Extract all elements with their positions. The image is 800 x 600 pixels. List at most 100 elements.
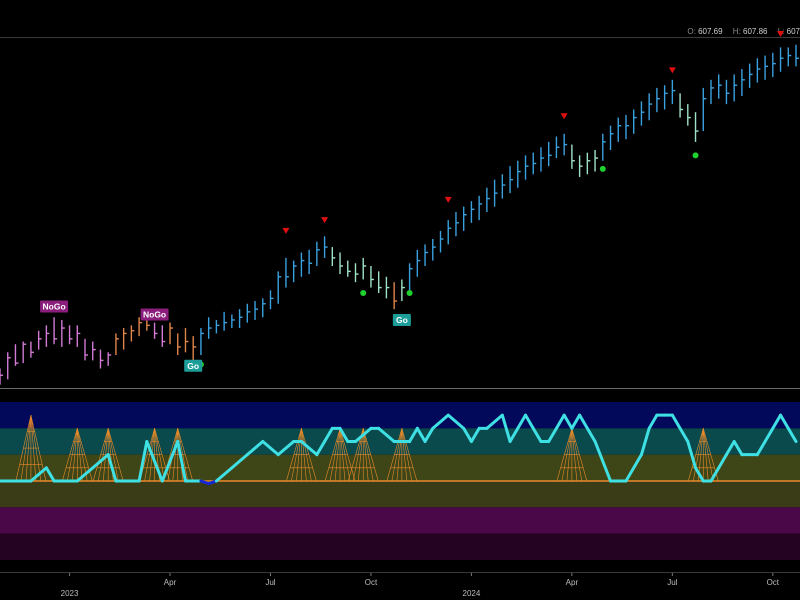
price-bar: [292, 260, 297, 283]
price-bar: [663, 85, 668, 110]
oscillator-line-segment: [276, 440, 296, 457]
price-bar: [462, 206, 467, 231]
open-value: 607.69: [698, 27, 723, 36]
oscillator-line-segment: [338, 426, 350, 443]
price-bar: [107, 352, 112, 366]
nogo-label: NoGo: [143, 310, 166, 320]
oscillator-line-segment: [763, 426, 775, 443]
go-continuation-dot: [599, 165, 606, 172]
oscillator-line-segment: [44, 466, 56, 483]
price-bar: [68, 325, 73, 345]
price-bar: [200, 328, 204, 356]
price-bar: [563, 133, 568, 156]
oscillator-line-segment: [508, 426, 520, 443]
oscillator-bump: [324, 428, 356, 482]
oscillator-line-segment: [694, 466, 705, 483]
oscillator-band: [0, 533, 800, 560]
price-bar: [439, 230, 444, 253]
oscillator-bump: [286, 428, 317, 482]
price-bar: [478, 195, 483, 221]
nogo-warning-triangle: [668, 67, 676, 74]
price-bar: [547, 141, 552, 167]
price-bar: [609, 125, 614, 150]
price-bar: [161, 325, 166, 347]
open-key: O:: [687, 27, 696, 36]
price-bar: [509, 166, 514, 194]
price-bar: [223, 311, 228, 331]
price-bar: [586, 152, 591, 175]
price-bar: [254, 301, 259, 320]
oscillator-line-segment: [377, 426, 396, 443]
go-continuation-dot: [360, 289, 367, 296]
oscillator-line-segment: [106, 453, 118, 483]
oscillator-line-segment: [647, 413, 659, 430]
price-bar: [184, 328, 189, 353]
oscillator-line-segment: [524, 413, 535, 430]
price-bar: [285, 257, 289, 288]
oscillator-line-segment: [709, 466, 721, 483]
price-bar: [14, 344, 19, 366]
oscillator-line-segment: [562, 413, 574, 430]
price-bar: [300, 252, 305, 277]
price-bar: [493, 179, 498, 207]
price-bar: [231, 314, 235, 329]
price-bar: [370, 265, 374, 288]
nogo-warning-triangle: [560, 113, 568, 120]
price-bar: [45, 325, 50, 347]
price-bar: [177, 333, 181, 356]
oscillator-line-segment: [531, 426, 543, 443]
oscillator-band: [0, 507, 800, 534]
oscillator-line-segment: [446, 413, 466, 430]
oscillator-line-segment: [137, 440, 149, 483]
oscillator-line-segment: [771, 413, 783, 430]
price-bar: [718, 74, 722, 99]
oscillator-bump: [386, 428, 418, 482]
oscillator-line-segment: [75, 466, 95, 483]
price-bar: [741, 69, 745, 97]
price-bar: [377, 271, 382, 293]
price-bar: [447, 220, 452, 245]
price-bar: [153, 322, 158, 339]
high-value: 607.86: [743, 27, 768, 36]
oscillator-line-segment: [670, 413, 682, 430]
nogo-label-box: [140, 308, 169, 321]
price-bar: [262, 298, 266, 318]
price-bar: [578, 155, 583, 177]
price-bar: [61, 319, 65, 347]
oscillator-line-segment: [786, 426, 798, 443]
x-tick-label: Apr: [566, 578, 579, 587]
price-bar: [540, 147, 544, 172]
oscillator-line-segment: [323, 426, 334, 443]
price-bar: [30, 341, 34, 358]
oscillator-line-segment: [408, 426, 419, 443]
price-bar: [486, 187, 490, 213]
price-bar: [130, 325, 135, 342]
price-bar: [656, 87, 660, 113]
price-bar: [215, 319, 220, 334]
price-bar: [246, 303, 251, 323]
price-bar: [339, 252, 344, 275]
price-bar: [517, 160, 521, 188]
oscillator-line-segment: [469, 426, 481, 443]
oscillator-line-segment: [353, 426, 373, 443]
oscillator-line-segment: [261, 440, 280, 457]
nogo-label: NoGo: [43, 302, 66, 312]
oscillator-line-segment: [462, 426, 473, 443]
price-bar: [694, 112, 699, 142]
x-tick-label: 2023: [61, 589, 79, 598]
price-bar: [115, 333, 119, 356]
price-bar: [687, 104, 691, 126]
price-bar: [625, 114, 629, 140]
go-label-box: [184, 359, 203, 372]
oscillator-line-segment: [245, 440, 265, 457]
oscillator-line-segment: [415, 426, 427, 443]
go-label: Go: [396, 315, 408, 325]
price-bar: [7, 352, 11, 380]
oscillator-bump: [687, 428, 719, 482]
oscillator-line-segment: [160, 440, 180, 483]
price-bar: [772, 52, 776, 78]
price-bar: [779, 47, 784, 72]
price-bar: [169, 322, 174, 345]
price-bar: [787, 47, 792, 67]
